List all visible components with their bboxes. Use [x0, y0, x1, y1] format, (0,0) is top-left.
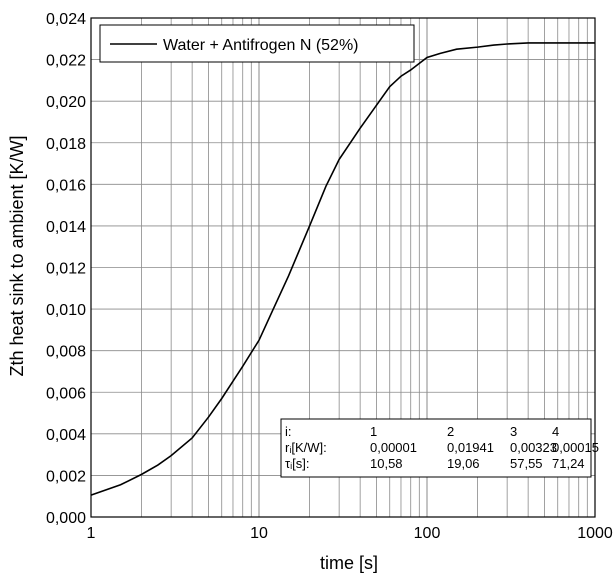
y-tick-label: 0,000: [46, 510, 86, 527]
y-tick-label: 0,008: [46, 344, 86, 361]
table-cell: 10,58: [370, 456, 403, 471]
table-row-label-r: rᵢ[K/W]:: [285, 440, 327, 455]
table-cell: 0,00015: [552, 440, 599, 455]
parameter-table: i: rᵢ[K/W]: τᵢ[s]: 1 0,00001 10,58 2 0,0…: [280, 418, 599, 478]
plot-frame: [90, 17, 596, 518]
table-cell: 57,55: [510, 456, 543, 471]
table-cell: 2: [447, 424, 454, 439]
y-tick-label: 0,016: [46, 177, 86, 194]
x-tick-label: 100: [414, 525, 441, 542]
legend-entry-label: Water + Antifrogen N (52%): [163, 37, 359, 54]
table-cell: 0,01941: [447, 440, 494, 455]
y-tick-label: 0,020: [46, 94, 86, 111]
x-axis-title: time [s]: [320, 553, 378, 573]
x-tick-label: 1000: [577, 525, 613, 542]
table-cell: 19,06: [447, 456, 480, 471]
table-row-label-tau: τᵢ[s]:: [285, 456, 310, 471]
y-tick-label: 0,014: [46, 219, 86, 236]
x-tick-label: 1: [87, 525, 96, 542]
y-tick-label: 0,018: [46, 136, 86, 153]
table-cell: 3: [510, 424, 517, 439]
y-tick-label: 0,006: [46, 385, 86, 402]
table-cell: 4: [552, 424, 559, 439]
series-line: [90, 42, 595, 496]
table-row-label-i: i:: [285, 424, 292, 439]
y-tick-label: 0,004: [46, 427, 86, 444]
parameter-table-box: [280, 418, 592, 478]
table-cell: 71,24: [552, 456, 585, 471]
y-tick-label: 0,002: [46, 468, 86, 485]
legend: Water + Antifrogen N (52%): [99, 24, 415, 63]
x-tick-label: 10: [250, 525, 268, 542]
table-cell: 1: [370, 424, 377, 439]
y-tick-label: 0,010: [46, 302, 86, 319]
y-tick-label: 0,024: [46, 11, 86, 28]
y-axis-title: Zth heat sink to ambient [K/W]: [7, 135, 27, 376]
y-tick-label: 0,012: [46, 261, 86, 278]
table-cell: 0,00001: [370, 440, 417, 455]
y-tick-label: 0,022: [46, 53, 86, 70]
tick-labels: 0,000 0,002 0,004 0,006 0,008 0,010 0,012 0,014…: [46, 11, 613, 542]
table-cell: 0,00323: [510, 440, 557, 455]
